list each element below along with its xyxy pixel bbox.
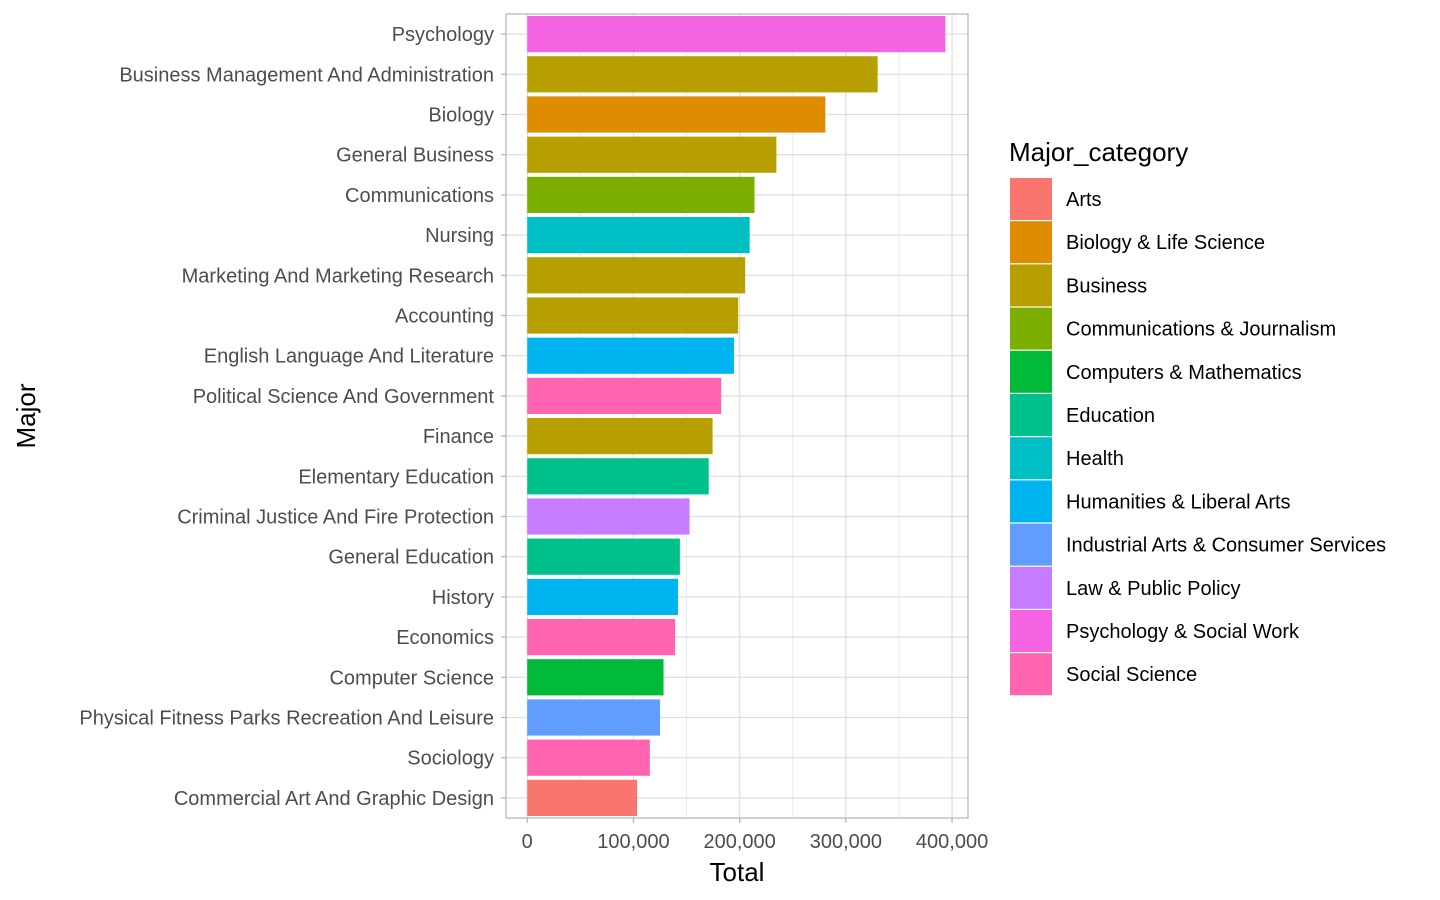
legend-label: Psychology & Social Work [1066, 621, 1300, 643]
x-axis-tick-labels: 0 100,000 200,000 300,000 400,000 [522, 818, 988, 853]
legend-key [1010, 437, 1052, 480]
legend-label: Education [1066, 405, 1155, 427]
legend: Major_category Arts Biology & Life Scienc… [1009, 137, 1386, 696]
bar [527, 56, 878, 93]
legend-title: Major_category [1009, 137, 1188, 167]
y-tick-label: Nursing [425, 225, 494, 247]
plot-panel [506, 14, 968, 818]
y-tick-label: Sociology [407, 748, 494, 770]
y-tick-label: Communications [345, 185, 494, 207]
bar [527, 136, 777, 173]
y-tick-label: Criminal Justice And Fire Protection [177, 507, 494, 529]
y-tick-label: Physical Fitness Parks Recreation And Le… [79, 708, 494, 730]
y-axis-tick-labels: Psychology Business Management And Admini… [79, 24, 506, 810]
legend-key [1010, 178, 1052, 220]
legend-key [1010, 307, 1052, 350]
bar [527, 538, 680, 575]
y-tick-label: Political Science And Government [193, 386, 495, 408]
legend-label: Health [1066, 448, 1124, 470]
y-tick-label: Finance [423, 426, 494, 448]
y-tick-label: Biology [428, 105, 494, 127]
bar [527, 779, 638, 816]
y-tick-label: General Business [336, 145, 494, 167]
legend-label: Communications & Journalism [1066, 319, 1336, 341]
legend-key [1010, 523, 1052, 566]
bar [527, 578, 679, 615]
y-axis-title: Major [11, 383, 41, 448]
legend-key [1010, 610, 1052, 652]
y-tick-label: Marketing And Marketing Research [182, 265, 494, 287]
bar [527, 619, 676, 656]
bar [527, 498, 690, 535]
bar [527, 659, 664, 696]
y-tick-label: History [432, 587, 494, 609]
legend-key [1010, 221, 1052, 264]
x-tick-label: 0 [522, 831, 533, 853]
legend-key [1010, 264, 1052, 307]
legend-label: Social Science [1066, 664, 1197, 686]
y-tick-label: General Education [328, 547, 494, 569]
bar [527, 377, 722, 414]
legend-key [1010, 394, 1052, 436]
bar [527, 699, 661, 736]
y-tick-label: Business Management And Administration [119, 64, 494, 86]
y-tick-label: Elementary Education [298, 466, 494, 488]
legend-key [1010, 653, 1052, 696]
y-tick-label: Computer Science [329, 667, 494, 689]
legend-label: Industrial Arts & Consumer Services [1066, 535, 1386, 557]
legend-label: Business [1066, 275, 1147, 297]
legend-key [1010, 480, 1052, 523]
y-tick-label: Economics [396, 627, 494, 649]
y-tick-label: Commercial Art And Graphic Design [174, 788, 494, 810]
bar [527, 257, 746, 294]
y-tick-label: Psychology [392, 24, 494, 46]
bars [505, 13, 969, 819]
bar [527, 217, 750, 254]
x-tick-label: 200,000 [704, 831, 776, 853]
x-axis-title: Total [710, 857, 765, 887]
y-tick-label: Accounting [395, 306, 494, 328]
bar [527, 337, 734, 374]
legend-items: Arts Biology & Life Science Business Commun… [1010, 178, 1386, 696]
bar [527, 458, 709, 495]
x-tick-label: 300,000 [810, 831, 882, 853]
legend-key [1010, 566, 1052, 609]
y-tick-label: English Language And Literature [204, 346, 494, 368]
legend-label: Arts [1066, 189, 1102, 211]
bar [527, 297, 739, 334]
legend-label: Law & Public Policy [1066, 578, 1241, 600]
legend-label: Biology & Life Science [1066, 232, 1265, 254]
legend-label: Humanities & Liberal Arts [1066, 491, 1291, 513]
bar [527, 418, 713, 455]
x-tick-label: 100,000 [597, 831, 669, 853]
legend-label: Computers & Mathematics [1066, 362, 1302, 384]
panel-border [505, 13, 969, 819]
bar [527, 96, 826, 133]
bar [527, 16, 946, 53]
x-tick-label: 400,000 [916, 831, 988, 853]
bar [527, 176, 755, 213]
legend-key [1010, 350, 1052, 393]
bar [527, 739, 650, 776]
